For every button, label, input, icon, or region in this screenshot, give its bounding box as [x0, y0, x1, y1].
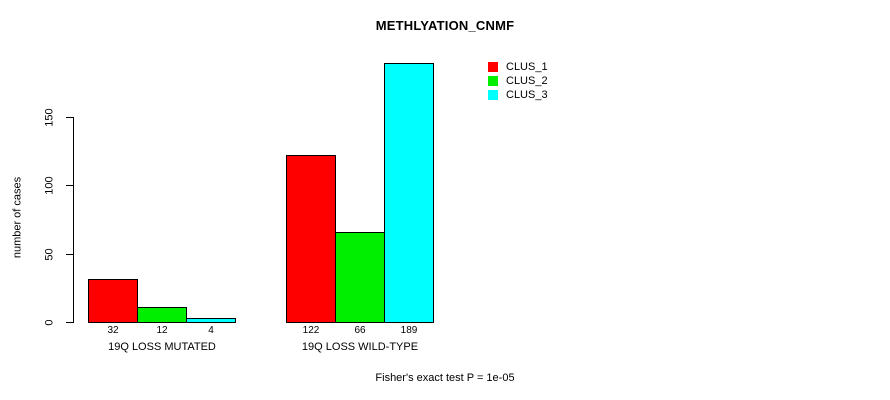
- y-axis-line: [73, 117, 74, 323]
- legend-swatch-clus3-icon: [488, 90, 498, 100]
- x-axis-group-label-2: 19Q LOSS WILD-TYPE: [301, 341, 419, 353]
- legend-label-clus1: CLUS_1: [506, 61, 548, 73]
- bar-value-label-group1-clus2: 12: [156, 325, 168, 336]
- page-title: METHLYATION_CNMF: [375, 18, 515, 33]
- y-axis-title: number of cases: [11, 176, 24, 259]
- y-axis-tick-100: [66, 185, 73, 186]
- y-axis-tick-50: [66, 254, 73, 255]
- legend-label-clus3: CLUS_3: [506, 89, 548, 101]
- y-axis-tick-150: [66, 117, 73, 118]
- bar-value-label-group1-clus1: 32: [107, 325, 119, 336]
- bar-value-label-group2-clus1: 122: [302, 325, 320, 336]
- bar-group2-clus3: [384, 63, 434, 323]
- y-axis-label-100: 100: [43, 176, 56, 195]
- bar-group1-clus3: [186, 318, 236, 323]
- bar-group2-clus2: [335, 232, 385, 323]
- legend-swatch-clus2-icon: [488, 76, 498, 86]
- bar-group2-clus1: [286, 155, 336, 323]
- bar-value-label-group2-clus3: 189: [400, 325, 418, 336]
- legend-swatch-clus1-icon: [488, 62, 498, 72]
- x-axis-group-label-1: 19Q LOSS MUTATED: [108, 341, 216, 353]
- bar-group1-clus1: [88, 279, 138, 323]
- legend-label-clus2: CLUS_2: [506, 75, 548, 87]
- bar-group1-clus2: [137, 307, 187, 323]
- y-axis-label-0: 0: [43, 319, 56, 326]
- bar-value-label-group1-clus3: 4: [208, 325, 214, 336]
- bar-value-label-group2-clus2: 66: [354, 325, 366, 336]
- y-axis-tick-0: [66, 322, 73, 323]
- y-axis-label-50: 50: [43, 248, 56, 261]
- y-axis-label-150: 150: [43, 108, 56, 127]
- statistical-test-annotation: Fisher's exact test P = 1e-05: [375, 372, 515, 384]
